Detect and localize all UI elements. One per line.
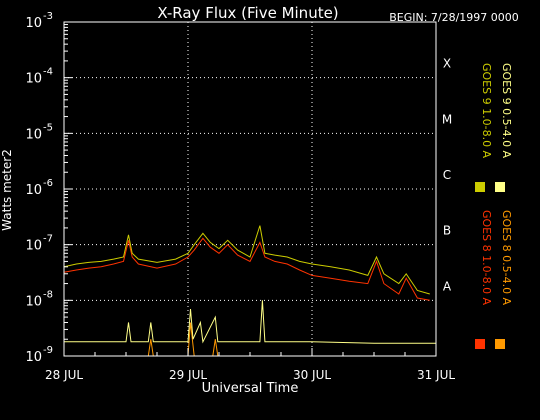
y-tick-label: 10 — [25, 350, 42, 365]
series-line-3 — [63, 225, 430, 295]
series-line-2 — [64, 322, 263, 357]
series-line-4 — [64, 300, 436, 344]
y-tick-exponent: -5 — [43, 122, 53, 133]
legend-layer: GOES 8 1.0-8.0 A GOES 8 0.5-4.0 A GOES 9 1… — [475, 63, 513, 349]
legend-label-2: GOES 8 0.5-4.0 A — [500, 210, 513, 306]
chart-title: X-Ray Flux (Five Minute) — [157, 4, 338, 22]
legend-label-3: GOES 9 1.0-8.0 A — [480, 63, 493, 159]
y-tick-label: 10 — [25, 183, 42, 198]
series-line-1 — [63, 237, 430, 301]
legend-label-1: GOES 8 1.0-8.0 A — [480, 210, 493, 306]
y-tick-exponent: -3 — [43, 11, 53, 22]
legend-swatch-1 — [475, 339, 485, 349]
flare-class-label: C — [443, 168, 451, 182]
x-tick-label: 30 JUL — [293, 368, 331, 382]
y-tick-label: 10 — [25, 239, 42, 254]
begin-label: BEGIN: 7/28/1997 0000 — [389, 11, 519, 24]
y-tick-exponent: -9 — [43, 345, 53, 356]
y-tick-label: 10 — [25, 127, 42, 142]
legend-swatch-4 — [495, 182, 505, 192]
legend-label-4: GOES 9 0.5-4.0 A — [500, 63, 513, 159]
x-tick-label: 28 JUL — [45, 368, 83, 382]
y-tick-exponent: -7 — [43, 234, 53, 245]
x-tick-label: 29 JUL — [169, 368, 207, 382]
y-axis-label: Watts meter2 — [0, 149, 14, 231]
legend-swatch-3 — [475, 182, 485, 192]
y-tick-label: 10 — [25, 16, 42, 31]
axis-layer: 10-910-810-710-610-510-410 -328 JUL 29 JUL… — [25, 11, 455, 382]
y-tick-exponent: -8 — [43, 289, 53, 300]
flare-class-label: B — [443, 224, 451, 238]
legend-swatch-2 — [495, 339, 505, 349]
y-tick-exponent: -6 — [43, 178, 53, 189]
y-tick-label: 10 — [25, 294, 42, 309]
y-tick-label: 10 — [25, 72, 42, 87]
x-axis-label: Universal Time — [202, 381, 299, 396]
flare-class-label: X — [443, 57, 451, 71]
flare-class-label: M — [442, 112, 452, 126]
y-tick-exponent: -4 — [43, 67, 53, 78]
series-layer — [63, 225, 436, 357]
flare-class-label: A — [443, 279, 452, 293]
grid-layer — [63, 21, 437, 357]
x-tick-label: 31 JUL — [417, 368, 455, 382]
